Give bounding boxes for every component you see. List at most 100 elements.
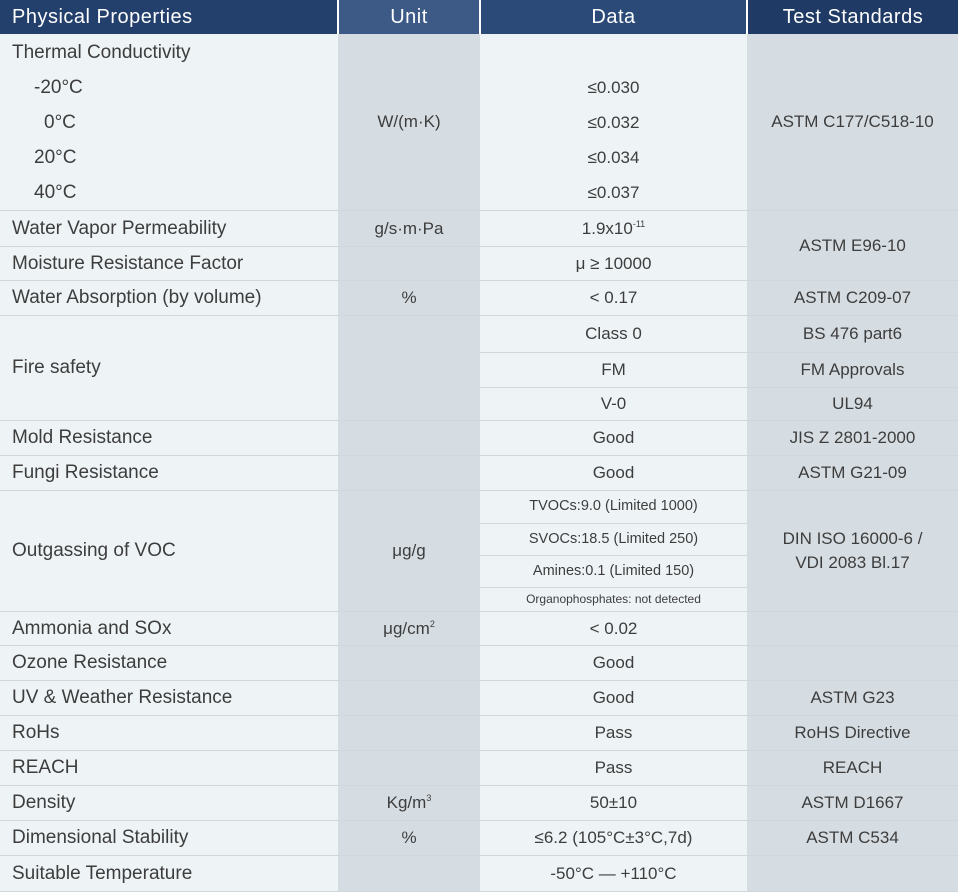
standard-uv: ASTM G23: [747, 680, 958, 716]
standard-fire: FM Approvals: [747, 352, 958, 388]
data-voc: Amines:0.1 (Limited 150): [480, 555, 747, 588]
standard-voc-line2: VDI 2083 Bl.17: [795, 552, 910, 572]
thermal-value: ≤0.037: [480, 175, 747, 211]
table-row: Moisture Resistance Factor μ ≥ 10000: [0, 246, 958, 281]
property-fungi: Fungi Resistance: [0, 455, 338, 491]
data-absorption: < 0.17: [480, 280, 747, 316]
data-reach: Pass: [480, 750, 747, 786]
data-mold: Good: [480, 420, 747, 456]
standard-empty: [747, 645, 958, 681]
unit-dimensional: %: [338, 820, 480, 856]
unit-vapor: g/s·m·Pa: [338, 210, 480, 247]
unit-ammonia: μg/cm2: [338, 611, 480, 646]
property-rohs: RoHs: [0, 715, 338, 751]
unit-empty: [338, 855, 480, 892]
unit-density-exp: 3: [426, 793, 432, 803]
unit-density-base: Kg/m: [386, 793, 427, 812]
unit-empty: [338, 315, 480, 421]
data-ammonia: < 0.02: [480, 611, 747, 646]
unit-empty: [338, 715, 480, 751]
table-row: SVOCs:18.5 (Limited 250): [0, 523, 958, 556]
property-water-absorption: Water Absorption (by volume): [0, 280, 338, 316]
header-unit: Unit: [338, 0, 481, 34]
temp-label: 20°C: [0, 140, 338, 175]
table-row: Ozone Resistance Good: [0, 645, 958, 681]
unit-absorption: %: [338, 280, 480, 316]
property-water-vapor: Water Vapor Permeability: [0, 210, 338, 247]
header-row: Physical Properties Unit Data Test Stand…: [0, 0, 958, 34]
standard-density: ASTM D1667: [747, 785, 958, 821]
thermal-value: ≤0.030: [480, 70, 747, 105]
data-voc: SVOCs:18.5 (Limited 250): [480, 523, 747, 556]
property-moisture: Moisture Resistance Factor: [0, 246, 338, 281]
data-uv: Good: [480, 680, 747, 716]
temp-label: 0°C: [0, 105, 338, 140]
table-row: Thermal Conductivity W/(m·K) ASTM C177/C…: [0, 34, 958, 211]
table-row: 20°C ≤0.034: [0, 140, 958, 175]
standard-vapor: ASTM E96-10: [747, 210, 958, 281]
data-temperature: -50°C — +110°C: [480, 855, 747, 892]
standard-fire: UL94: [747, 387, 958, 421]
standard-mold: JIS Z 2801-2000: [747, 420, 958, 456]
standard-dimensional: ASTM C534: [747, 820, 958, 856]
standard-reach: REACH: [747, 750, 958, 786]
table-row: Amines:0.1 (Limited 150): [0, 555, 958, 588]
standard-empty: [747, 611, 958, 646]
table-row: UV & Weather Resistance Good ASTM G23: [0, 680, 958, 716]
table-row: 40°C ≤0.037: [0, 175, 958, 211]
thermal-value: ≤0.034: [480, 140, 747, 175]
data-voc: TVOCs:9.0 (Limited 1000): [480, 490, 747, 524]
unit-empty: [338, 420, 480, 456]
unit-voc: μg/g: [338, 490, 480, 612]
property-dimensional: Dimensional Stability: [0, 820, 338, 856]
data-rohs: Pass: [480, 715, 747, 751]
table-row: Fungi Resistance Good ASTM G21-09: [0, 455, 958, 491]
unit-ammonia-base: μg/cm: [383, 618, 430, 638]
data-fire: Class 0: [480, 315, 747, 353]
unit-empty: [338, 645, 480, 681]
property-thermal-conductivity: Thermal Conductivity: [0, 34, 338, 70]
table-row: Outgassing of VOC μg/g TVOCs:9.0 (Limite…: [0, 490, 958, 612]
data-fire: V-0: [480, 387, 747, 421]
data-density: 50±10: [480, 785, 747, 821]
data-dimensional: ≤6.2 (105°C±3°C,7d): [480, 820, 747, 856]
table-row: V-0 UL94: [0, 387, 958, 421]
vapor-exponent: -11: [632, 218, 646, 229]
temp-label: 40°C: [0, 175, 338, 211]
standard-voc: DIN ISO 16000-6 / VDI 2083 Bl.17: [747, 490, 958, 612]
data-empty: [480, 34, 747, 70]
table-row: Organophosphates: not detected: [0, 587, 958, 612]
property-fire-safety: Fire safety: [0, 315, 338, 421]
table-row: -20°C ≤0.030: [0, 70, 958, 105]
unit-thermal: W/(m·K): [338, 34, 480, 211]
table-row: Water Absorption (by volume) % < 0.17 AS…: [0, 280, 958, 316]
property-uv: UV & Weather Resistance: [0, 680, 338, 716]
header-data: Data: [480, 0, 748, 34]
unit-empty: [338, 455, 480, 491]
property-reach: REACH: [0, 750, 338, 786]
thermal-value: ≤0.032: [480, 105, 747, 140]
unit-ammonia-exp: 2: [429, 618, 435, 629]
data-moisture: μ ≥ 10000: [480, 246, 747, 281]
data-voc: Organophosphates: not detected: [480, 587, 747, 612]
table-row: RoHs Pass RoHS Directive: [0, 715, 958, 751]
unit-density: Kg/m3: [338, 785, 480, 821]
header-physical-properties: Physical Properties: [0, 0, 339, 34]
standard-fungi: ASTM G21-09: [747, 455, 958, 491]
data-fire: FM: [480, 352, 747, 388]
table-row: FM FM Approvals: [0, 352, 958, 388]
property-density: Density: [0, 785, 338, 821]
property-mold: Mold Resistance: [0, 420, 338, 456]
data-ozone: Good: [480, 645, 747, 681]
table-row: Fire safety Class 0 BS 476 part6: [0, 315, 958, 421]
table-row: Ammonia and SOx μg/cm2 < 0.02: [0, 611, 958, 646]
unit-empty: [338, 750, 480, 786]
table-row: Density Kg/m3 50±10 ASTM D1667: [0, 785, 958, 821]
vapor-base: 1.9x10: [581, 218, 633, 238]
table-row: Water Vapor Permeability g/s·m·Pa 1.9x10…: [0, 210, 958, 281]
unit-empty: [338, 246, 480, 281]
standard-voc-line1: DIN ISO 16000-6 /: [782, 528, 923, 548]
table-row: Dimensional Stability % ≤6.2 (105°C±3°C,…: [0, 820, 958, 856]
header-test-standards: Test Standards: [747, 0, 958, 34]
